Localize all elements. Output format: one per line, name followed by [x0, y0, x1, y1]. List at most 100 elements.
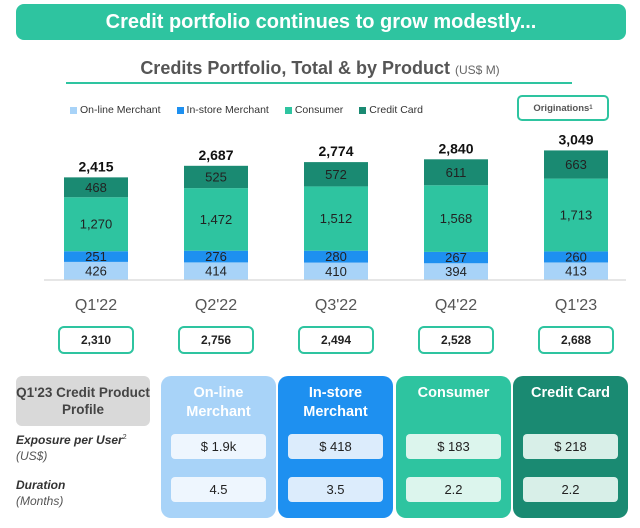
bar-segment-consumer: [184, 188, 248, 251]
headline-banner: Credit portfolio continues to grow modes…: [16, 4, 626, 40]
total-label: 2,687: [198, 147, 233, 163]
profile-label: Q1'23 Credit Product Profile: [16, 376, 150, 426]
product-name: Consumer: [417, 385, 490, 401]
bar-segment-credit: [184, 165, 248, 189]
exposure-value: $ 1.9k: [171, 434, 266, 459]
product-name: Credit Card: [531, 385, 610, 401]
total-label: 2,840: [438, 140, 473, 156]
duration-unit: (Months): [16, 494, 64, 508]
legend-online-swatch: [70, 106, 77, 114]
product-card-credit: Credit Card $ 218 2.2: [513, 376, 628, 518]
exposure-unit: (US$): [16, 449, 48, 463]
exposure-value: $ 218: [523, 434, 618, 459]
bar-segment-instore: [64, 251, 128, 262]
data-label-instore: 267: [445, 250, 467, 265]
bar-segment-instore: [184, 250, 248, 263]
legend-online-label: On-line Merchant: [80, 104, 161, 116]
originations-value: 2,756: [178, 326, 254, 354]
data-label-credit: 611: [446, 165, 467, 180]
legend-consumer-swatch: [284, 106, 292, 114]
duration-value: 4.5: [171, 477, 266, 502]
bar-segment-online: [64, 261, 128, 280]
data-label-credit: 663: [565, 157, 587, 172]
chart-unit: (US$ M): [455, 63, 500, 77]
exposure-value: $ 183: [406, 434, 501, 459]
data-label-credit: 525: [205, 169, 227, 184]
data-label-consumer: 1,512: [320, 211, 353, 226]
legend-instore-swatch: [176, 106, 184, 114]
x-tick-label: Q3'22: [315, 297, 357, 314]
legend-credit-label: Credit Card: [369, 104, 423, 116]
exposure-value: $ 418: [288, 434, 383, 459]
data-label-instore: 276: [205, 249, 227, 264]
duration-row-label: Duration (Months): [16, 477, 65, 509]
product-card-instore: In-store Merchant $ 418 3.5: [278, 376, 393, 518]
originations-label: Originations: [533, 102, 590, 114]
x-tick-label: Q4'22: [435, 297, 477, 314]
product-name: On-line Merchant: [186, 385, 251, 420]
product-name: In-store Merchant: [303, 385, 368, 420]
bar-segment-credit: [64, 177, 128, 198]
legend-consumer: Consumer: [284, 104, 344, 116]
legend-credit-swatch: [359, 106, 367, 114]
legend-instore: In-store Merchant: [176, 104, 269, 116]
data-label-instore: 251: [85, 249, 107, 264]
legend-consumer-label: Consumer: [294, 104, 344, 116]
chart-title: Credits Portfolio, Total & by Product (U…: [0, 58, 640, 79]
data-label-online: 414: [205, 264, 227, 279]
originations-value: 2,528: [418, 326, 494, 354]
data-label-online: 410: [325, 264, 347, 279]
duration-value: 2.2: [523, 477, 618, 502]
bar-segment-online: [424, 263, 488, 280]
bar-segment-consumer: [544, 178, 608, 252]
bar-segment-online: [184, 262, 248, 280]
exposure-label: Exposure per User: [16, 433, 123, 447]
bar-segment-online: [544, 262, 608, 280]
chart-title-text: Credits Portfolio, Total & by Product: [140, 58, 450, 78]
originations-value: 2,688: [538, 326, 614, 354]
data-label-consumer: 1,713: [560, 207, 593, 222]
data-label-online: 413: [565, 264, 587, 279]
total-label: 2,774: [318, 143, 353, 159]
product-card-online: On-line Merchant $ 1.9k 4.5: [161, 376, 276, 518]
data-label-credit: 468: [85, 180, 107, 195]
bar-segment-consumer: [424, 185, 488, 252]
bar-segment-instore: [304, 250, 368, 263]
bar-segment-instore: [424, 251, 488, 264]
originations-value: 2,494: [298, 326, 374, 354]
total-label: 2,415: [78, 158, 113, 174]
legend: On-line Merchant In-store Merchant Consu…: [70, 104, 439, 116]
x-tick-label: Q2'22: [195, 297, 237, 314]
exposure-footnote: 2: [122, 434, 127, 441]
data-label-consumer: 1,472: [200, 212, 233, 227]
bar-segment-consumer: [64, 197, 128, 252]
title-divider: [66, 82, 572, 84]
bar-segment-online: [304, 262, 368, 280]
bar-segment-credit: [544, 150, 608, 179]
legend-online: On-line Merchant: [70, 104, 161, 116]
data-label-credit: 572: [325, 167, 347, 182]
bar-segment-credit: [304, 162, 368, 187]
bar-segment-instore: [544, 251, 608, 263]
data-label-instore: 280: [325, 249, 347, 264]
duration-value: 2.2: [406, 477, 501, 502]
data-label-online: 426: [85, 263, 107, 278]
duration-value: 3.5: [288, 477, 383, 502]
bar-segment-credit: [424, 159, 488, 186]
exposure-row-label: Exposure per User2 (US$): [16, 430, 127, 464]
legend-credit: Credit Card: [359, 104, 423, 116]
originations-value: 2,310: [58, 326, 134, 354]
total-label: 3,049: [558, 131, 593, 147]
originations-footnote: 1: [589, 105, 593, 111]
data-label-online: 394: [445, 264, 467, 279]
data-label-consumer: 1,270: [80, 217, 113, 232]
x-tick-label: Q1'23: [555, 297, 597, 314]
originations-label-box: Originations 1: [517, 95, 609, 121]
bar-segment-consumer: [304, 186, 368, 251]
duration-label: Duration: [16, 478, 66, 492]
legend-instore-label: In-store Merchant: [186, 104, 269, 116]
product-card-consumer: Consumer $ 183 2.2: [396, 376, 511, 518]
data-label-consumer: 1,568: [440, 211, 473, 226]
x-tick-label: Q1'22: [75, 297, 117, 314]
